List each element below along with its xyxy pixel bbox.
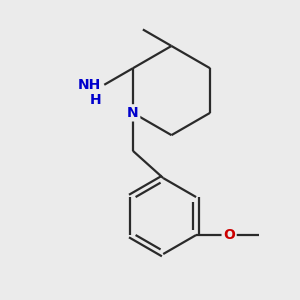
- Text: O: O: [223, 228, 235, 242]
- Text: H: H: [89, 93, 101, 106]
- Text: NH: NH: [78, 78, 101, 92]
- Text: N: N: [127, 106, 139, 120]
